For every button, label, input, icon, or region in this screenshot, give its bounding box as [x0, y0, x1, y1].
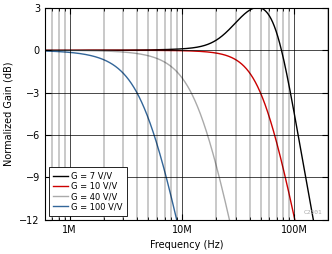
G = 7 V/V — [164, 48, 168, 51]
Line: G = 40 V/V: G = 40 V/V — [45, 50, 328, 227]
G = 10 V/V — [294, 225, 298, 228]
G = 100 V/V — [75, 52, 79, 55]
G = 10 V/V — [43, 49, 47, 52]
G = 100 V/V — [321, 225, 325, 228]
G = 40 V/V — [43, 49, 47, 52]
G = 40 V/V — [326, 225, 330, 228]
G = 7 V/V — [326, 225, 330, 228]
G = 7 V/V — [92, 49, 96, 52]
G = 10 V/V — [151, 49, 155, 52]
X-axis label: Frequency (Hz): Frequency (Hz) — [150, 240, 223, 250]
G = 40 V/V — [151, 56, 155, 59]
G = 7 V/V — [151, 48, 155, 51]
G = 7 V/V — [43, 49, 47, 52]
G = 100 V/V — [290, 225, 294, 228]
G = 7 V/V — [256, 6, 260, 9]
G = 40 V/V — [75, 49, 79, 52]
G = 40 V/V — [229, 225, 233, 228]
G = 100 V/V — [326, 225, 330, 228]
G = 100 V/V — [92, 55, 96, 58]
Line: G = 10 V/V: G = 10 V/V — [45, 50, 328, 227]
G = 40 V/V — [321, 225, 325, 228]
G = 7 V/V — [75, 49, 79, 52]
G = 40 V/V — [164, 61, 168, 64]
G = 100 V/V — [151, 132, 155, 135]
G = 40 V/V — [92, 49, 96, 52]
G = 7 V/V — [321, 225, 325, 228]
Text: C2301: C2301 — [304, 211, 322, 215]
G = 10 V/V — [321, 225, 325, 228]
G = 10 V/V — [326, 225, 330, 228]
G = 10 V/V — [75, 49, 79, 52]
G = 10 V/V — [164, 49, 168, 52]
Line: G = 100 V/V: G = 100 V/V — [45, 51, 328, 227]
G = 10 V/V — [92, 49, 96, 52]
Legend: G = 7 V/V, G = 10 V/V, G = 40 V/V, G = 100 V/V: G = 7 V/V, G = 10 V/V, G = 40 V/V, G = 1… — [49, 167, 127, 216]
G = 100 V/V — [176, 225, 180, 228]
Line: G = 7 V/V: G = 7 V/V — [45, 8, 328, 227]
Y-axis label: Normalized Gain (dB): Normalized Gain (dB) — [4, 61, 14, 166]
G = 100 V/V — [43, 50, 47, 53]
G = 7 V/V — [313, 225, 317, 228]
G = 100 V/V — [164, 174, 168, 177]
G = 7 V/V — [290, 100, 294, 103]
G = 10 V/V — [290, 205, 294, 209]
G = 40 V/V — [290, 225, 294, 228]
